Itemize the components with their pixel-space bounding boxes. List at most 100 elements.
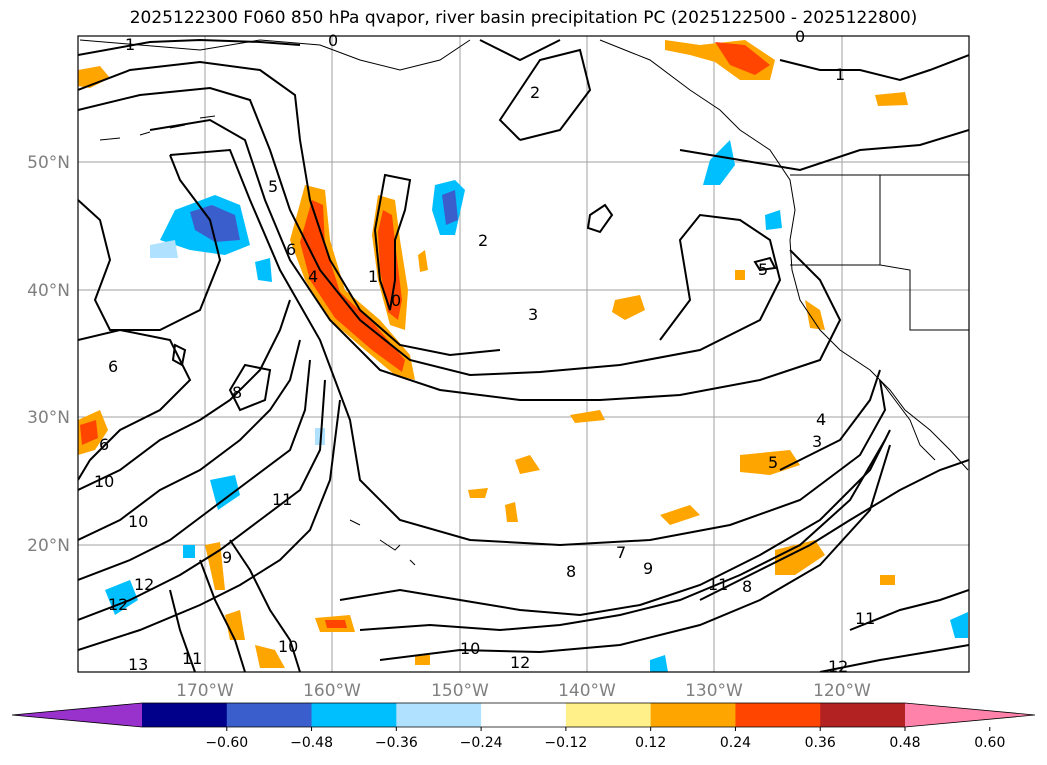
lon-label-140w: 140°W [558,681,616,701]
lon-label-170w: 170°W [176,681,234,701]
contour-label: 0 [795,27,805,46]
contour-label: 1 [835,65,845,84]
contour-line [699,459,969,601]
shade-orange-sw-3 [225,610,245,640]
shade-orange-nw [78,66,110,88]
colorbar-outline [11,702,1036,728]
shade-blue-mid-1 [442,190,458,225]
contour-label: 5 [768,453,778,472]
colorbar-tick-label: 0.12 [635,735,666,751]
aleutians [99,115,216,141]
shade-cyan-sw-3 [183,545,195,558]
contours [78,38,969,672]
contour-label: 12 [828,657,848,676]
colorbar-segment [311,703,397,727]
contour-label: 1 [125,35,135,54]
contour-label: 6 [108,357,118,376]
contour-label: 9 [222,548,232,567]
contour-line [169,148,887,547]
contour-line [78,154,222,331]
shade-orange-small-4 [415,655,430,665]
lat-label-20n: 20°N [27,536,70,556]
contour-label: 1 [368,267,378,286]
shade-orange-mid-5 [468,488,488,498]
contour-label: 8 [742,577,752,596]
contour-label: 12 [134,575,154,594]
contour-line [78,339,301,541]
coast-pacific-nw [599,39,969,471]
lon-label-150w: 150°W [431,681,489,701]
border-states-2 [879,175,969,331]
shade-cyan-sw-1 [210,475,240,510]
contour-label: 12 [510,653,530,672]
contour-label: 12 [108,595,128,614]
shade-cyan-coast-2 [765,210,782,230]
colorbar-tick-label: −0.48 [290,735,333,751]
shade-orange-east-1 [740,450,800,475]
colorbar-tick-label: 0.60 [974,735,1005,751]
contour-label: 2 [530,83,540,102]
shade-orange-ne-1 [875,92,908,106]
contour-label: 3 [812,432,822,451]
contour-label: 5 [758,260,768,279]
contour-line [339,429,891,617]
contour-line [78,38,301,56]
coast-alaska [79,39,471,71]
contour-label: 6 [99,435,109,454]
shade-lightblue-1 [150,240,178,258]
lon-label-160w: 160°W [303,681,361,701]
shade-cyan-w-2 [255,258,272,282]
colorbar-tick-label: −0.12 [544,735,587,751]
contour-label: 7 [616,543,626,562]
map-panel [78,36,969,672]
colorbar-segment [226,703,313,727]
contour-label: 6 [286,240,296,259]
shade-orange-coast-1 [805,300,825,330]
shade-red-s-1 [325,620,347,628]
colorbar-extend-high [905,703,1035,727]
colorbar-segment [481,703,567,727]
coastlines [79,39,969,566]
shade-orange-small-1 [418,250,428,272]
colorbar-tick-label: 0.24 [720,735,751,751]
contour-label: 13 [128,655,148,674]
contour-label: 10 [128,512,148,531]
contour-line [78,328,192,481]
colorbar-segment [735,703,821,727]
contour-line [359,439,886,632]
contour-label: 10 [278,637,298,656]
map-title: 2025122300 F060 850 hPa qvapor, river ba… [129,8,918,28]
contour-label: 10 [94,472,114,491]
shade-orange-east-3 [660,505,700,525]
contour-line [78,60,501,357]
contour-line [78,359,311,581]
shade-orange-sw-4 [255,645,285,668]
colorbar-segment [396,703,482,727]
contour-line [819,644,969,672]
contour-line [78,379,326,621]
colorbar: −0.60 −0.48 −0.36 −0.24 −0.12 0.12 0.24 0.36 0.4… [11,702,1036,751]
shade-red-north-1 [715,42,770,75]
longitude-labels: 170°W 160°W 150°W 140°W 130°W 120°W [176,681,871,701]
shade-orange-mid-3 [515,455,540,474]
contour-line [149,118,842,401]
contour-label: 11 [855,609,875,628]
contour-line [679,129,969,172]
contour-label: 8 [232,383,242,402]
shade-red-band-1 [300,200,405,372]
contour-line [586,203,614,234]
contour-line [373,173,412,311]
colorbar-tick-label: −0.36 [375,735,418,751]
colorbar-segment [820,703,906,727]
shade-orange-mid-4 [505,502,518,522]
contour-label: 0 [328,31,338,50]
shade-orange-mid-2 [570,410,605,423]
contour-line [379,444,891,661]
contour-line [199,559,246,672]
shade-orange-mid-1 [612,295,645,320]
latitude-labels: 50°N 40°N 30°N 20°N [27,153,70,556]
shade-cyan-coast-1 [703,140,735,185]
contour-line [779,369,881,471]
contour-label: 8 [566,562,576,581]
